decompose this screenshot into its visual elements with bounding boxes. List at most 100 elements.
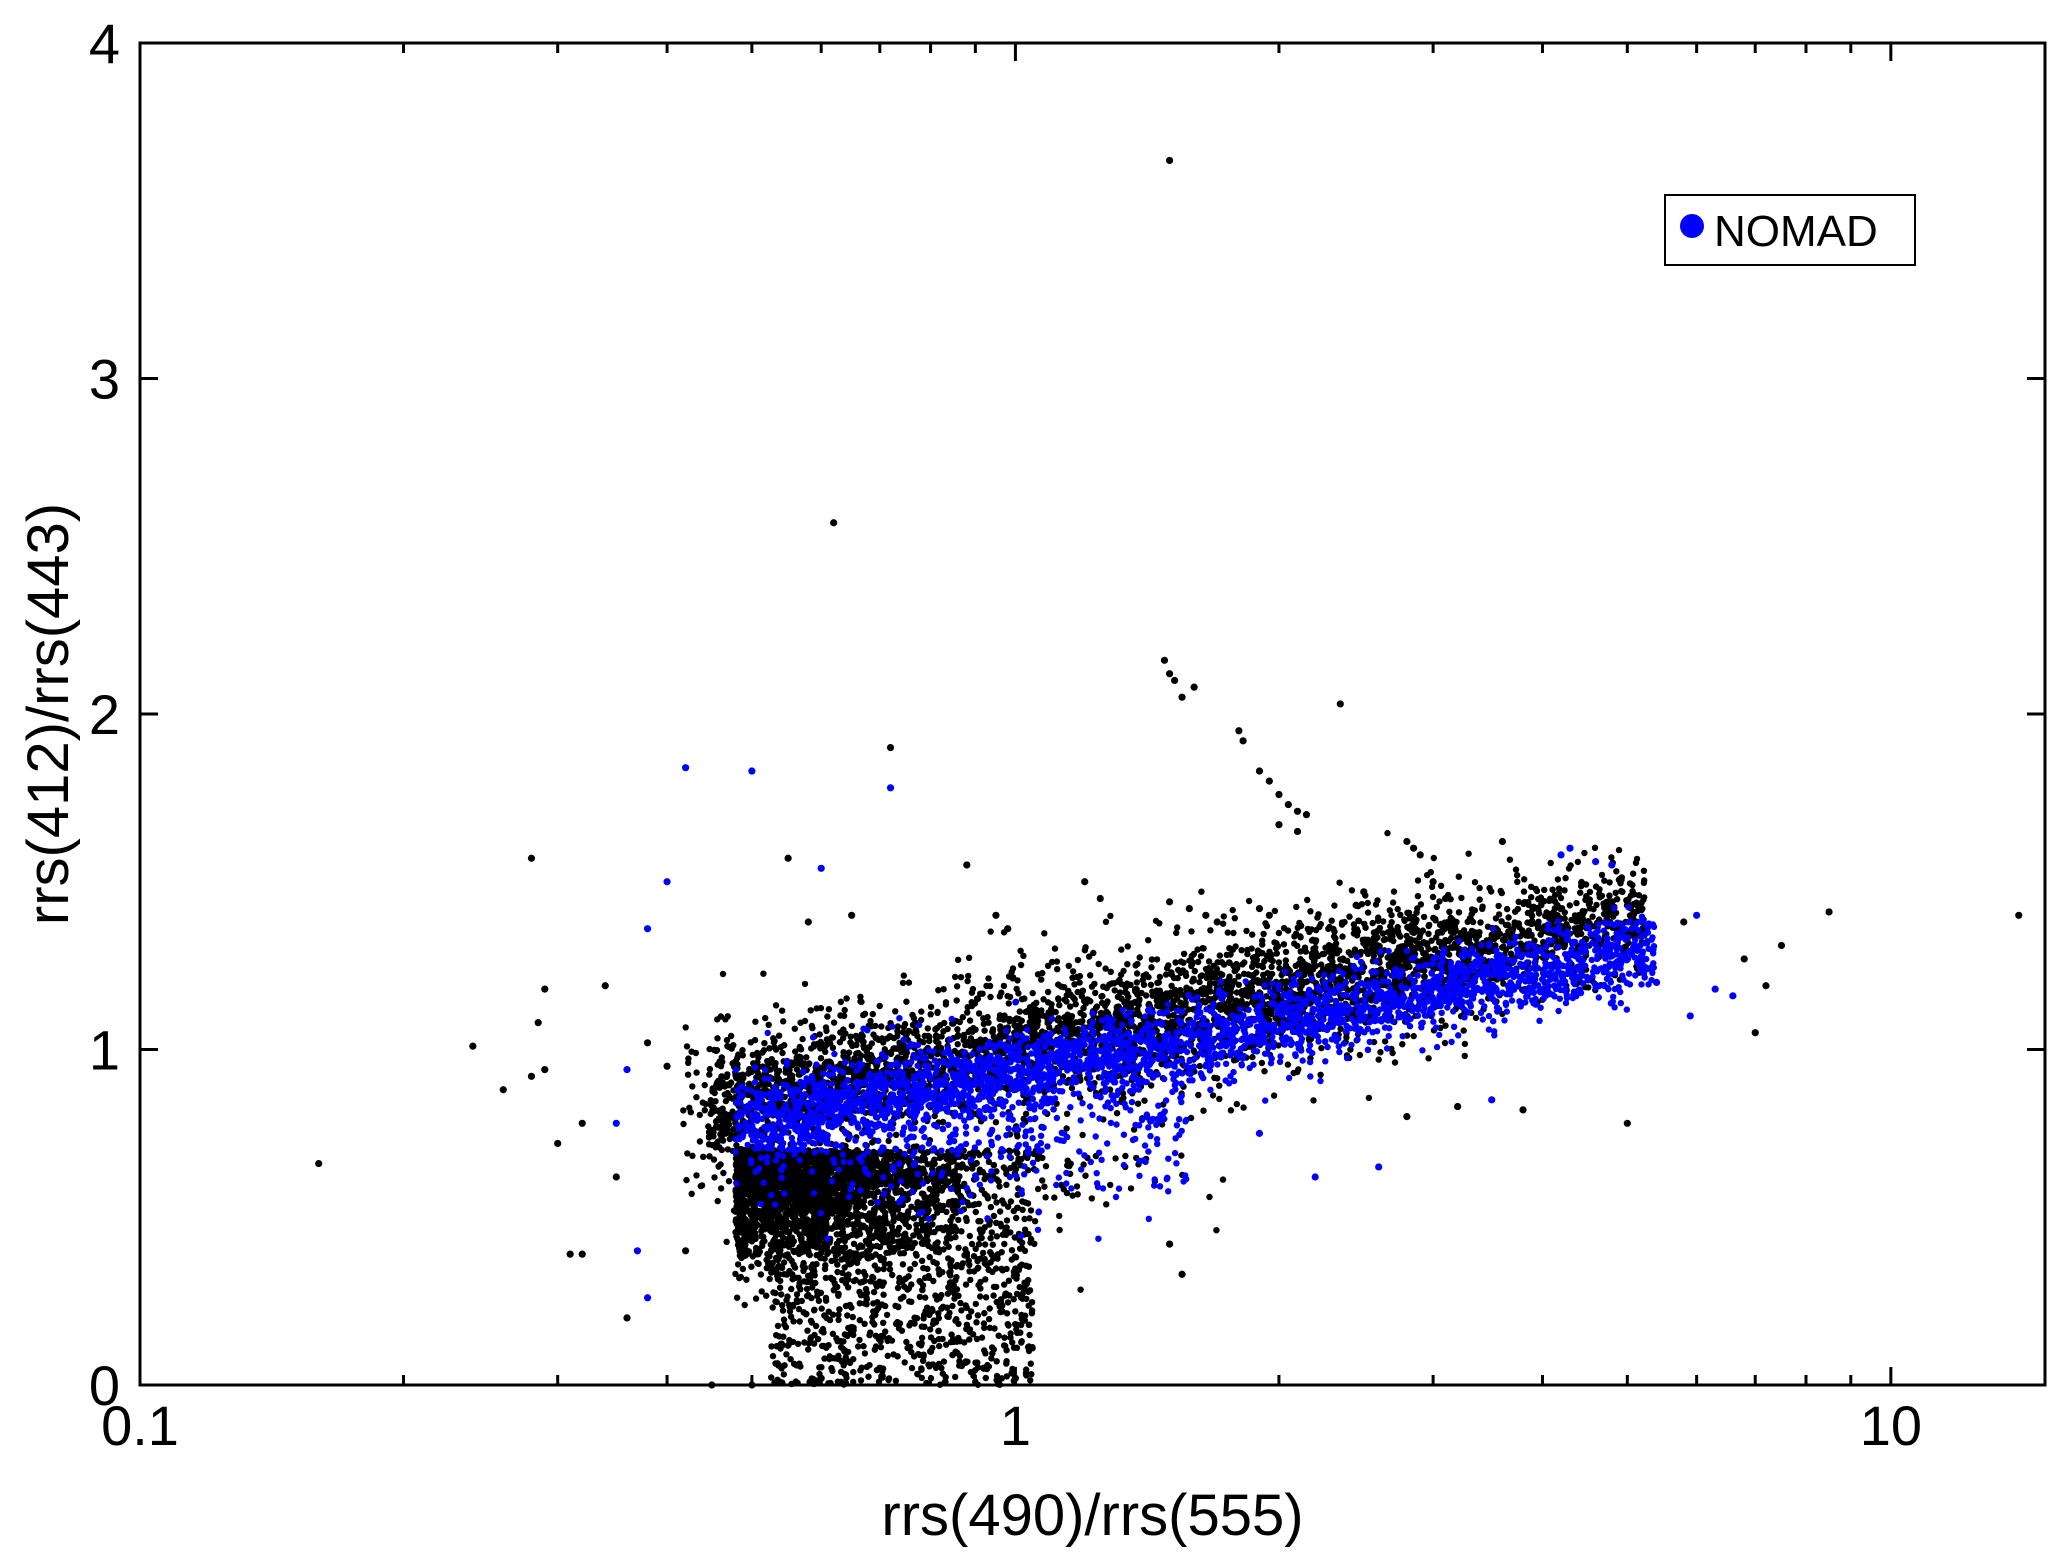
scatter-point [980, 1364, 988, 1372]
y-tick-label: 0 [89, 1354, 120, 1417]
scatter-point [1751, 1029, 1759, 1037]
scatter-point [554, 1139, 562, 1148]
scatter-point [1165, 156, 1174, 165]
scatter-point [2015, 911, 2023, 919]
scatter-point [612, 1173, 620, 1181]
scatter-point [1275, 790, 1283, 799]
scatter-point [682, 1247, 690, 1255]
nomad-point [1566, 844, 1574, 852]
scatter-point [1441, 894, 1450, 903]
scatter-point [527, 854, 536, 862]
scatter-point [886, 743, 895, 752]
nomad-point [623, 1066, 631, 1074]
nomad-point [1693, 911, 1701, 919]
scatter-point [499, 1086, 507, 1094]
scatter-point [1403, 1113, 1411, 1121]
scatter-point [469, 1042, 477, 1050]
axis-tick-labels: 0 1 2 3 4 0.1 1 10 [89, 12, 1922, 1457]
scatter-point [601, 982, 609, 990]
scatter-point [1265, 777, 1273, 785]
scatter-point [541, 985, 549, 993]
scatter-point [1185, 904, 1193, 913]
scatter-point [1454, 1102, 1462, 1111]
x-tick-label: 0.1 [101, 1394, 179, 1457]
scatter-point [1284, 800, 1292, 809]
scatter-point [1416, 851, 1424, 859]
scatter-point [578, 1119, 586, 1127]
nomad-point [1311, 1173, 1319, 1181]
scatter-point [663, 1062, 671, 1070]
legend-label-nomad: NOMAD [1714, 207, 1878, 256]
scatter-point [1293, 827, 1302, 836]
scatter-point [1235, 727, 1243, 735]
scatter-point [992, 911, 1000, 919]
scatter-point [1213, 918, 1221, 926]
scatter-point [578, 1250, 586, 1258]
scatter-point [1160, 656, 1169, 664]
scatter-point [1255, 904, 1264, 913]
nomad-point [1652, 978, 1661, 987]
scatter-point [1004, 925, 1012, 933]
nomad-point [1711, 985, 1719, 993]
x-tick-label: 10 [1860, 1394, 1922, 1457]
scatter-point [1762, 982, 1770, 990]
scatter-point [1081, 878, 1089, 886]
scatter-point [1410, 844, 1418, 852]
y-axis-label: rrs(412)/rrs(443) [16, 503, 81, 925]
scatter-point [848, 911, 856, 919]
nomad-point [1592, 858, 1600, 866]
scatter-point [315, 1159, 323, 1168]
scatter-point [623, 1314, 631, 1322]
scatter-point [1429, 878, 1437, 886]
nomad-point [1255, 1129, 1264, 1137]
legend: NOMAD [1664, 194, 1916, 266]
nomad-point [1608, 861, 1616, 869]
scatter-point [1165, 898, 1174, 906]
nomad-point [1375, 1163, 1383, 1171]
scatter-point [1777, 941, 1786, 950]
legend-marker-nomad [1680, 214, 1704, 238]
scatter-point [1239, 737, 1247, 745]
y-tick-label: 1 [89, 1019, 120, 1082]
scatter-point [1740, 955, 1748, 963]
scatter-point [534, 1019, 542, 1027]
scatter-point [830, 519, 838, 527]
scatter-point [1336, 700, 1344, 708]
nomad-point [1557, 851, 1565, 859]
x-tick-label: 1 [1000, 1394, 1031, 1457]
data-points-layer [315, 156, 2023, 1389]
scatter-point [876, 1364, 884, 1372]
y-tick-label: 2 [89, 683, 120, 746]
scatter-point [1680, 918, 1688, 926]
axis-ticks [138, 41, 2045, 1387]
scatter-point [1255, 767, 1264, 775]
nomad-point [612, 1119, 620, 1127]
scatter-point [1302, 811, 1311, 819]
scatter-point [1403, 837, 1411, 846]
nomad-point [1686, 1012, 1694, 1020]
nomad-point [643, 1294, 652, 1302]
scatter-point [804, 918, 812, 926]
scatter-point [566, 1250, 574, 1258]
nomad-point [748, 767, 756, 775]
y-tick-label: 4 [89, 12, 120, 75]
scatter-point [1265, 911, 1273, 919]
scatter-point [1096, 894, 1104, 903]
nomad-point [643, 925, 652, 933]
scatter-point [1165, 1240, 1174, 1248]
scatter-point [963, 861, 971, 869]
nomad-point [1488, 1096, 1496, 1104]
nomad-point [1729, 992, 1737, 1000]
nomad-point [1638, 918, 1646, 926]
nomad-point [886, 784, 895, 792]
scatter-point [1360, 888, 1368, 896]
scatter-point [784, 854, 792, 862]
nomad-point [682, 764, 690, 772]
legend-box [1664, 194, 1916, 266]
nomad-point [663, 878, 671, 886]
scatter-point [1190, 683, 1198, 691]
scatter-point [527, 1072, 536, 1080]
scatter-point [926, 1347, 935, 1356]
scatter-point [643, 1039, 652, 1047]
